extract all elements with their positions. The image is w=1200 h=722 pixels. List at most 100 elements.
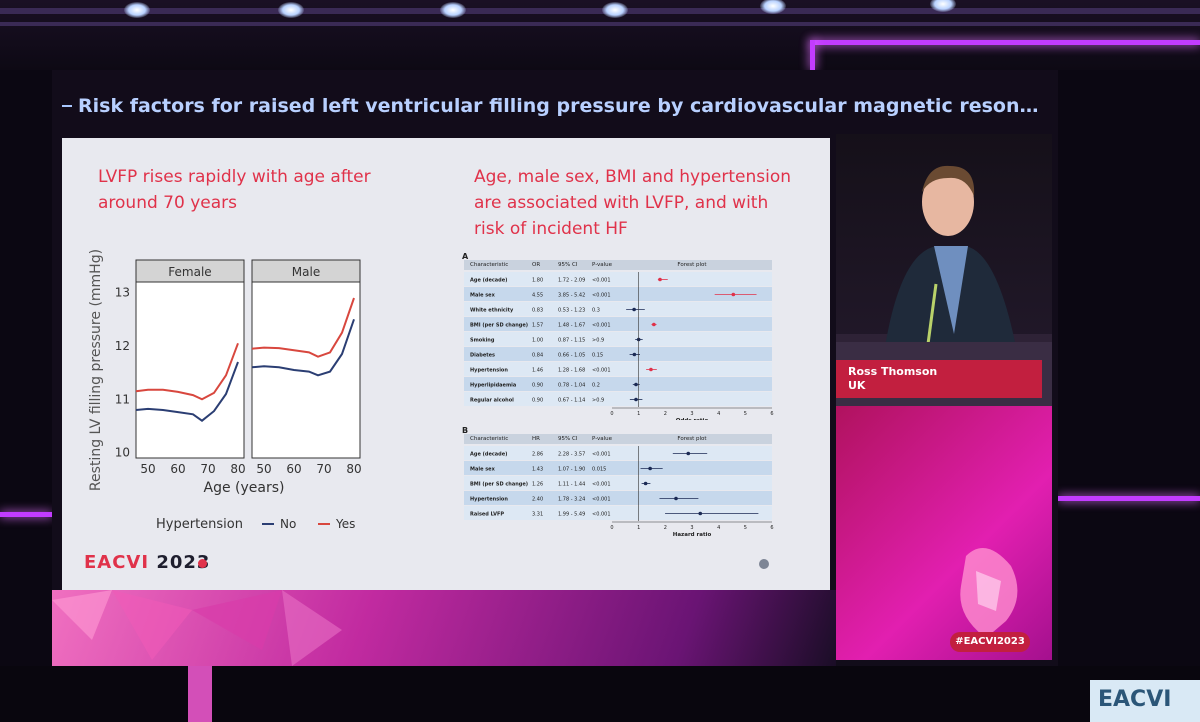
table-row xyxy=(464,392,772,406)
row-pvalue: >0.9 xyxy=(592,338,604,344)
row-estimate: 2.40 xyxy=(532,497,543,503)
x-tick-label: 80 xyxy=(346,462,361,476)
row-characteristic: Diabetes xyxy=(470,353,495,359)
logo-dot xyxy=(198,559,207,568)
point-estimate xyxy=(643,481,648,486)
row-pvalue: >0.9 xyxy=(592,398,604,404)
row-ci: 0.87 - 1.15 xyxy=(558,338,585,344)
left-heading: LVFP rises rapidly with age after around… xyxy=(98,167,371,213)
row-ci: 0.66 - 1.05 xyxy=(558,353,585,359)
slide-title: Risk factors for raised left ventricular… xyxy=(78,95,1043,117)
right-heading: Age, male sex, BMI and hypertension are … xyxy=(474,167,791,239)
neon-frame xyxy=(810,40,815,70)
row-pvalue: <0.001 xyxy=(592,497,611,503)
point-estimate xyxy=(698,511,703,516)
table-header: P-value xyxy=(592,262,613,268)
row-ci: 0.67 - 1.14 xyxy=(558,398,585,404)
table-header: Characteristic xyxy=(470,262,508,268)
row-pvalue: 0.15 xyxy=(592,353,603,359)
row-pvalue: <0.001 xyxy=(592,323,611,329)
legend-label: Yes xyxy=(335,517,355,531)
x-tick-label: 70 xyxy=(200,462,215,476)
row-estimate: 1.57 xyxy=(532,323,543,329)
title-bullet xyxy=(62,105,72,107)
row-ci: 0.78 - 1.04 xyxy=(558,383,585,389)
table-row xyxy=(464,362,772,376)
table-row xyxy=(464,377,772,391)
row-characteristic: Age (decade) xyxy=(470,278,507,284)
x-axis-label: Age (years) xyxy=(204,480,285,496)
speaker-name: Ross Thomson xyxy=(848,365,938,378)
row-characteristic: Smoking xyxy=(470,338,495,344)
table-row xyxy=(464,317,772,331)
row-characteristic: Age (decade) xyxy=(470,452,507,458)
row-ci: 1.72 - 2.09 xyxy=(558,278,585,284)
point-estimate xyxy=(674,496,678,501)
row-estimate: 4.55 xyxy=(532,293,543,299)
x-tick-label: 70 xyxy=(316,462,331,476)
neon-frame xyxy=(810,40,1200,45)
row-pvalue: 0.3 xyxy=(592,308,600,314)
table-header: HR xyxy=(532,436,540,442)
table-header: Forest plot xyxy=(677,436,707,442)
neon-frame xyxy=(0,512,52,517)
point-estimate xyxy=(634,382,638,387)
forest-tick-label: 5 xyxy=(744,411,747,417)
x-tick-label: 50 xyxy=(256,462,271,476)
stage-light xyxy=(930,0,956,12)
corner-sign: EACVI 20 xyxy=(1090,680,1200,722)
row-ci: 0.53 - 1.23 xyxy=(558,308,585,314)
table-header-bg xyxy=(464,260,772,270)
point-estimate xyxy=(686,451,691,456)
row-characteristic: Hypertension xyxy=(470,368,508,374)
row-characteristic: Raised LVFP xyxy=(470,512,504,518)
legend-label: No xyxy=(280,517,296,531)
stage-light xyxy=(278,2,304,18)
row-pvalue: 0.015 xyxy=(592,467,606,473)
y-tick-label: 12 xyxy=(115,339,130,353)
table-row xyxy=(464,347,772,361)
forest-tick-label: 0 xyxy=(610,525,613,531)
point-estimate xyxy=(632,307,636,312)
heart-graphic xyxy=(960,548,1018,638)
branding-panel xyxy=(836,406,1052,660)
y-axis-label: Resting LV filling pressure (mmHg) xyxy=(88,250,104,491)
row-characteristic: Hyperlipidaemia xyxy=(470,383,516,389)
row-characteristic: Regular alcohol xyxy=(470,398,514,404)
forest-tick-label: 3 xyxy=(690,411,693,417)
stage-light xyxy=(440,2,466,18)
line-female-no xyxy=(135,361,239,422)
row-estimate: 1.00 xyxy=(532,338,543,344)
table-header: 95% CI xyxy=(558,262,578,268)
polygon-pattern xyxy=(52,590,342,666)
row-pvalue: <0.001 xyxy=(592,293,611,299)
forest-tick-label: 1 xyxy=(637,525,640,531)
row-ci: 1.78 - 3.24 xyxy=(558,497,585,503)
point-estimate xyxy=(649,367,653,372)
forest-tick-label: 0 xyxy=(610,411,613,417)
row-estimate: 0.90 xyxy=(532,398,543,404)
forest-tick-label: 1 xyxy=(637,411,640,417)
row-characteristic: Male sex xyxy=(470,293,496,299)
speaker-name-card: Ross Thomson UK xyxy=(836,360,1042,398)
row-pvalue: <0.001 xyxy=(592,452,611,458)
row-characteristic: Male sex xyxy=(470,467,496,473)
slide-indicator-dot xyxy=(759,559,769,569)
point-estimate xyxy=(652,322,656,327)
line-male-yes xyxy=(251,297,355,358)
row-characteristic: BMI (per SD change) xyxy=(470,323,528,329)
row-pvalue: <0.001 xyxy=(592,368,611,374)
row-ci: 3.85 - 5.42 xyxy=(558,293,585,299)
table-row xyxy=(464,476,772,490)
row-estimate: 1.80 xyxy=(532,278,543,284)
row-characteristic: Hypertension xyxy=(470,497,508,503)
neon-frame xyxy=(1058,496,1200,501)
row-ci: 1.28 - 1.68 xyxy=(558,368,585,374)
row-ci: 1.48 - 1.67 xyxy=(558,323,585,329)
x-tick-label: 60 xyxy=(286,462,301,476)
x-tick-label: 50 xyxy=(140,462,155,476)
table-row xyxy=(464,506,772,520)
line-male-no xyxy=(251,318,355,377)
plot-panel xyxy=(135,281,245,459)
table-row xyxy=(464,287,772,301)
